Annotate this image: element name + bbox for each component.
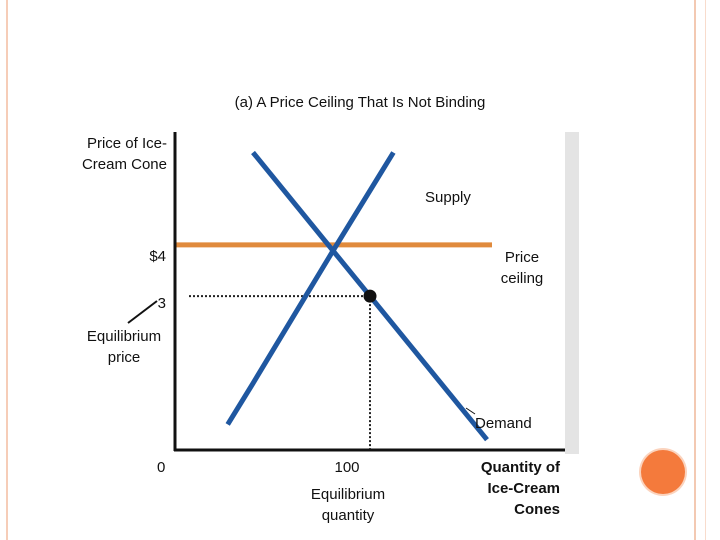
frame-line-left bbox=[6, 0, 8, 540]
chart-title: (a) A Price Ceiling That Is Not Binding bbox=[234, 94, 486, 111]
frame-line-right-2 bbox=[705, 0, 706, 540]
price-ceiling-label: Price ceiling bbox=[500, 249, 544, 287]
equilibrium-price-label: Equilibrium price bbox=[86, 328, 162, 366]
supply-label: Supply bbox=[425, 189, 471, 206]
frame-line-right bbox=[694, 0, 696, 540]
demand-label-pointer bbox=[465, 407, 476, 415]
y-axis-label: Price of Ice-Cream Cone bbox=[81, 135, 167, 173]
equilibrium-price-pointer bbox=[127, 300, 158, 324]
equilibrium-quantity-label: Equilibrium quantity bbox=[310, 486, 386, 524]
x-axis-label: Quantity of Ice-Cream Cones bbox=[480, 459, 560, 518]
accent-circle bbox=[641, 450, 685, 494]
y-tick-label-3: 3 bbox=[157, 295, 166, 312]
x-tick-label-0: 0 bbox=[157, 459, 166, 476]
plot-shadow bbox=[565, 132, 579, 454]
x-tick-label-100: 100 bbox=[334, 459, 360, 476]
y-tick-label-4: $4 bbox=[149, 248, 166, 265]
supply-curve bbox=[225, 151, 396, 426]
demand-label: Demand bbox=[475, 415, 532, 432]
equilibrium-point bbox=[363, 289, 377, 303]
